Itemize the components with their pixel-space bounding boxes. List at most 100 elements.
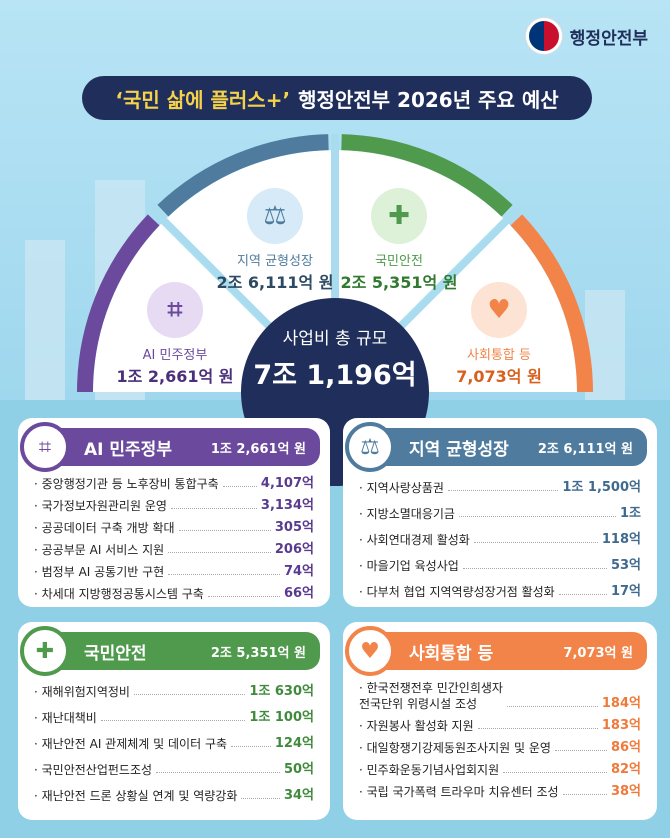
item-value: 17억 — [610, 584, 641, 599]
item-value: 82억 — [610, 762, 641, 777]
segment-label: 지역 균형성장 — [237, 254, 313, 269]
card-total: 2조 6,111억 원 — [537, 441, 633, 457]
item-name: 재난대책비 — [34, 710, 97, 726]
segment-amount: 1조 2,661억 원 — [116, 367, 234, 386]
item-name: 자원봉사 활성화 지원 — [359, 718, 474, 734]
dotted-leader — [222, 486, 257, 487]
budget-item: 국민안전산업펀드조성 50억 — [34, 762, 314, 778]
segment-ai: ⌗ AI 민주정부 1조 2,661억 원 — [110, 282, 240, 387]
budget-item: 중앙행정기관 등 노후장비 통합구축 4,107억 — [34, 476, 314, 492]
logo-text: 행정안전부 — [569, 28, 648, 49]
dotted-leader — [168, 574, 280, 575]
card-header: AI 민주정부 1조 2,661억 원 — [32, 428, 320, 466]
dotted-leader — [178, 530, 271, 531]
item-value: 66억 — [283, 586, 314, 601]
segment-amount: 7,073억 원 — [456, 367, 542, 386]
arc-safety — [341, 134, 513, 217]
dotted-leader — [562, 794, 607, 795]
card-title: AI 민주정부 — [84, 439, 172, 460]
budget-semicircle — [77, 134, 593, 395]
budget-item: 민주화운동기념사업회지원 82억 — [359, 762, 641, 778]
budget-item: 재난안전 AI 관제체계 및 데이터 구축 124억 — [34, 736, 314, 752]
segment-amount: 2조 5,351억 원 — [340, 273, 458, 292]
item-name: 한국전쟁전후 민간인희생자 전국단위 위령시설 조성 — [359, 680, 503, 712]
dotted-leader — [168, 552, 271, 553]
item-value: 183억 — [601, 718, 641, 733]
hands-drop-icon: ✚ — [20, 626, 70, 676]
item-name: 공공부문 AI 서비스 지원 — [34, 542, 165, 558]
chip-icon: ⌗ — [20, 422, 70, 472]
item-name: 지방소멸대응기금 — [359, 506, 455, 522]
segment-label: 사회통합 등 — [467, 348, 531, 363]
item-name: 사회연대경제 활성화 — [359, 532, 470, 548]
budget-item: 공공부문 AI 서비스 지원 206억 — [34, 542, 314, 558]
item-name: 중앙행정기관 등 노후장비 통합구축 — [34, 476, 219, 492]
dotted-leader — [170, 508, 257, 509]
dotted-leader — [207, 596, 280, 597]
dotted-leader — [100, 720, 246, 721]
dotted-leader — [458, 516, 616, 517]
item-value: 1조 1,500억 — [562, 480, 641, 495]
budget-item: 한국전쟁전후 민간인희생자 전국단위 위령시설 조성 184억 — [359, 680, 641, 712]
total-label: 사업비 총 규모 — [282, 329, 388, 349]
dotted-leader — [554, 750, 607, 751]
card-total: 1조 2,661억 원 — [210, 441, 306, 457]
arc-social — [510, 214, 593, 393]
card-header: 지역 균형성장 2조 6,111억 원 — [357, 428, 647, 466]
item-value: 1조 — [619, 506, 641, 521]
hands-drop-icon: ✚ — [371, 188, 427, 244]
item-value: 1조 630억 — [249, 684, 314, 699]
item-value: 74억 — [283, 564, 314, 579]
item-value: 1조 100억 — [249, 710, 314, 725]
dotted-leader — [462, 568, 607, 569]
item-name: 마을기업 육성사업 — [359, 558, 459, 574]
arc-ai — [77, 214, 160, 393]
item-value: 206억 — [274, 542, 314, 557]
budget-item: 지방소멸대응기금 1조 — [359, 506, 641, 522]
dotted-leader — [558, 594, 607, 595]
card-total: 7,073억 원 — [563, 645, 633, 661]
chip-icon: ⌗ — [147, 282, 203, 338]
title-text: 행정안전부 2026년 주요 예산 — [298, 87, 559, 112]
scale-icon: ⚖ — [345, 422, 395, 472]
budget-item: 국립 국가폭력 트라우마 치유센터 조성 38억 — [359, 784, 641, 800]
budget-item: 사회연대경제 활성화 118억 — [359, 532, 641, 548]
dotted-leader — [506, 706, 598, 707]
ministry-logo: 행정안전부 — [525, 18, 648, 54]
item-name: 범정부 AI 공통기반 구현 — [34, 564, 165, 580]
card-social: 사회통합 등 7,073억 원 ♥ 한국전쟁전후 민간인희생자 전국단위 위령시… — [343, 622, 657, 820]
card-title: 지역 균형성장 — [409, 439, 509, 460]
item-name: 재난안전 드론 상황실 연계 및 역량강화 — [34, 788, 238, 804]
item-name: 지역사랑상품권 — [359, 480, 444, 496]
dotted-leader — [473, 542, 598, 543]
taegeuk-icon — [525, 18, 562, 54]
arc-region — [157, 134, 329, 217]
card-ai: AI 민주정부 1조 2,661억 원 ⌗ 중앙행정기관 등 노후장비 통합구축… — [18, 418, 330, 607]
segment-safety: ✚ 국민안전 2조 5,351억 원 — [334, 188, 464, 293]
segment-region: ⚖ 지역 균형성장 2조 6,111억 원 — [210, 188, 340, 293]
card-safety: 국민안전 2조 5,351억 원 ✚ 재해위험지역정비 1조 630억 재난대책… — [18, 622, 330, 820]
segment-label: 국민안전 — [375, 254, 423, 269]
item-value: 118억 — [601, 532, 641, 547]
heart-hand-icon: ♥ — [471, 282, 527, 338]
budget-item: 공공데이터 구축 개방 확대 305억 — [34, 520, 314, 536]
item-value: 124억 — [274, 736, 314, 751]
item-name: 국민안전산업펀드조성 — [34, 762, 152, 778]
item-value: 50억 — [283, 762, 314, 777]
card-title: 국민안전 — [84, 643, 147, 664]
building-decoration — [25, 240, 65, 400]
item-value: 3,134억 — [260, 498, 314, 513]
segment-label: AI 민주정부 — [142, 348, 208, 363]
budget-item: 국가정보자원관리원 운영 3,134억 — [34, 498, 314, 514]
total-value: 7조 1,196억 — [253, 360, 417, 391]
card-header: 사회통합 등 7,073억 원 — [357, 632, 647, 670]
dotted-leader — [133, 694, 246, 695]
title-highlight: ‘국민 삶에 플러스+’ — [115, 87, 291, 112]
dotted-leader — [447, 490, 559, 491]
budget-item: 다부처 협업 지역역량성장거점 활성화 17억 — [359, 584, 641, 600]
segment-amount: 2조 6,111억 원 — [216, 273, 334, 292]
card-region: 지역 균형성장 2조 6,111억 원 ⚖ 지역사랑상품권 1조 1,500억 … — [343, 418, 657, 607]
budget-item: 대일항쟁기강제동원조사지원 및 운영 86억 — [359, 740, 641, 756]
item-name: 민주화운동기념사업회지원 — [359, 762, 499, 778]
dotted-leader — [241, 798, 280, 799]
